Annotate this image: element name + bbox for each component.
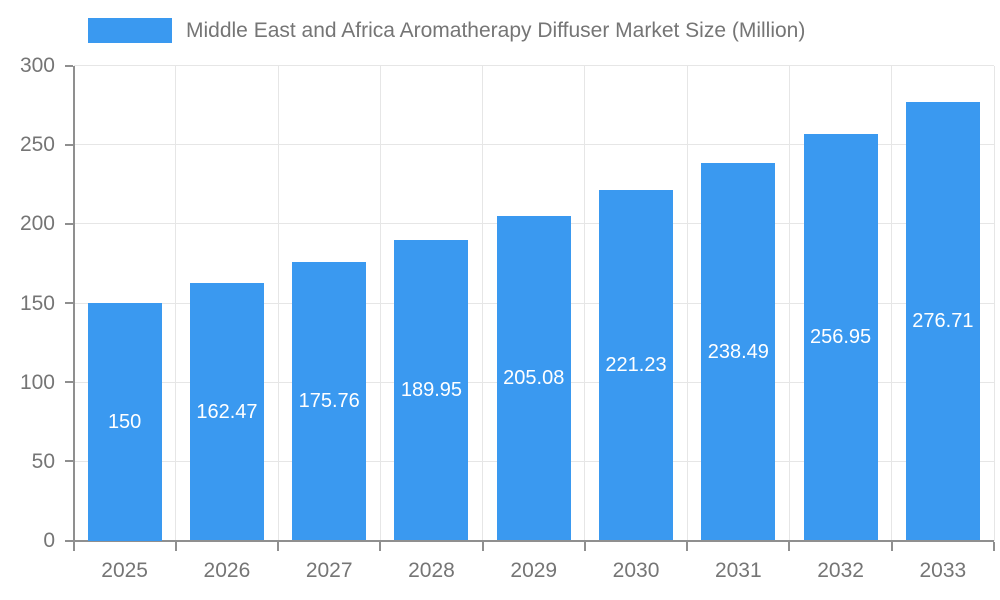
x-gridline <box>891 65 893 541</box>
x-tick-label: 2028 <box>408 559 455 582</box>
y-gridline <box>73 65 994 66</box>
x-gridline <box>584 65 586 541</box>
y-tick-label: 150 <box>19 291 55 315</box>
x-axis-tick <box>481 541 484 551</box>
legend-item[interactable]: Middle East and Africa Aromatherapy Diff… <box>88 16 805 45</box>
x-tick-label: 2025 <box>101 559 148 582</box>
y-tick-label: 50 <box>31 449 55 473</box>
x-axis-tick <box>277 541 280 551</box>
x-gridline <box>993 65 995 541</box>
y-tick-label: 100 <box>19 370 55 394</box>
y-tick-label: 200 <box>19 212 55 236</box>
x-gridline <box>379 65 381 541</box>
y-axis-tick <box>64 302 73 304</box>
x-tick-label: 2033 <box>919 559 967 582</box>
x-axis-tick <box>174 541 177 551</box>
x-gridline <box>175 65 177 541</box>
bar[interactable] <box>292 262 367 541</box>
x-axis-tick <box>583 541 586 551</box>
y-axis-tick <box>64 460 73 463</box>
x-gridline <box>788 65 790 541</box>
y-gridline <box>73 144 994 146</box>
y-axis-line <box>72 65 75 541</box>
x-tick-label: 2030 <box>612 559 660 582</box>
bar[interactable] <box>905 102 980 541</box>
y-axis-tick <box>64 539 73 542</box>
legend-label: Middle East and Africa Aromatherapy Diff… <box>186 19 806 42</box>
x-axis-tick <box>72 541 75 551</box>
y-tick-label: 0 <box>43 529 55 552</box>
bar[interactable] <box>803 133 878 541</box>
x-axis-tick <box>379 541 382 551</box>
x-axis-tick <box>890 541 893 551</box>
x-tick-label: 2026 <box>203 559 251 582</box>
x-axis-tick <box>993 541 995 551</box>
bar[interactable] <box>87 303 162 541</box>
y-axis-tick <box>64 143 73 146</box>
bar[interactable] <box>701 162 776 541</box>
y-tick-label: 250 <box>19 133 55 157</box>
legend-swatch <box>88 18 172 43</box>
bar[interactable] <box>496 215 571 541</box>
bar[interactable] <box>599 190 674 541</box>
y-axis-tick <box>64 381 73 384</box>
x-tick-label: 2027 <box>305 559 353 582</box>
x-axis-tick <box>788 541 791 551</box>
bar[interactable] <box>189 283 264 541</box>
x-tick-label: 2029 <box>510 559 558 582</box>
x-gridline <box>686 65 688 541</box>
y-axis-tick <box>64 64 73 67</box>
y-axis-tick <box>64 222 73 225</box>
x-tick-label: 2032 <box>817 559 864 582</box>
y-tick-label: 300 <box>19 54 55 77</box>
bar[interactable] <box>394 239 469 541</box>
x-tick-label: 2031 <box>714 559 762 582</box>
x-axis-tick <box>686 541 689 551</box>
x-gridline <box>482 65 484 541</box>
x-gridline <box>277 65 279 541</box>
x-axis-line <box>72 539 994 542</box>
